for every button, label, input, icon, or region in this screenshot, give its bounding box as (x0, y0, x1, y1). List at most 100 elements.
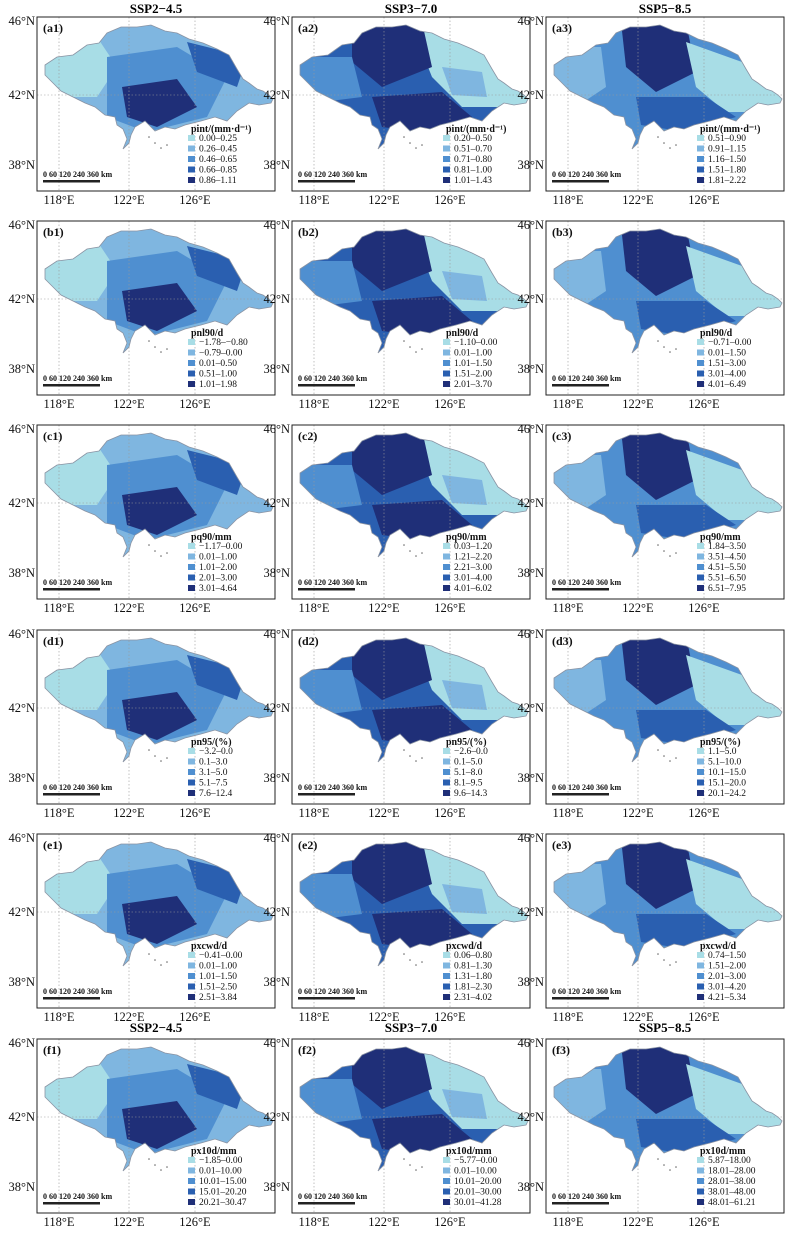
y-tick-label: 38°N (263, 1180, 290, 1194)
legend-entry: 0.26–0.45 (199, 145, 237, 155)
scale-bar-label: 0 60 120 240 360 km (298, 170, 367, 179)
x-tick-label: 122°E (622, 601, 654, 615)
legend-swatch (697, 166, 704, 173)
map-border (545, 424, 785, 600)
x-tick-label: 126°E (434, 397, 466, 411)
legend-entry: 0.51–0.90 (708, 134, 746, 144)
legend-entry: 15.1–20.0 (708, 779, 746, 789)
legend-entry: 0.00–0.25 (199, 134, 237, 144)
legend-entry: 1.51–3.00 (708, 359, 746, 369)
y-tick-label: 46°N (517, 1036, 544, 1050)
y-tick-label: 42°N (263, 701, 290, 715)
legend-swatch (443, 1157, 450, 1163)
legend-swatch (188, 952, 195, 958)
legend-entry: 15.01–20.20 (199, 1188, 247, 1198)
x-tick-label: 126°E (688, 1215, 720, 1229)
map-panel: (c2) pq90/mm0.03–1.201.21–2.202.21–3.003.… (263, 422, 531, 615)
island (403, 136, 405, 138)
island (154, 142, 156, 144)
map-border (36, 424, 276, 600)
province-outline (553, 841, 783, 967)
column-headers: SSP2−4.5 SSP3−7.0 SSP5−8.5 (130, 1, 692, 16)
y-tick-label: 42°N (263, 292, 290, 306)
legend-swatch (697, 543, 704, 549)
legend-entry: 3.01–4.00 (708, 370, 746, 380)
y-tick-label: 42°N (517, 701, 544, 715)
scale-bar-label: 0 60 120 240 360 km (552, 987, 621, 996)
y-tick-label: 42°N (263, 88, 290, 102)
panel-label: (a2) (298, 21, 318, 35)
region-fill-5 (122, 1101, 197, 1149)
island (160, 1169, 162, 1171)
legend-entry: 0.71–0.80 (454, 155, 492, 165)
island (409, 142, 411, 144)
island (166, 552, 168, 554)
legend-entry: 5.87–18.00 (708, 1156, 751, 1166)
scale-bar-label: 0 60 120 240 360 km (552, 1192, 621, 1201)
region-fill-5 (122, 79, 197, 127)
region-fill-5 (372, 500, 472, 540)
legend-swatch (443, 370, 450, 377)
island (675, 144, 677, 146)
panel-label: (e1) (43, 838, 62, 852)
province-outline (44, 1046, 274, 1172)
legend-entry: 1.01–1.50 (199, 972, 237, 982)
legend-entry: 20.21–30.47 (199, 1198, 247, 1208)
island (415, 555, 417, 557)
map-panel: (c3) pq90/mm1.84–3.503.51–4.504.51–5.505.… (517, 422, 785, 615)
region-fill-5 (621, 25, 696, 92)
island (148, 136, 150, 138)
legend-swatch (443, 1178, 450, 1184)
legend-swatch (697, 1199, 704, 1205)
region-fill-1 (686, 859, 782, 929)
legend-entry: 0.51–1.00 (199, 370, 237, 380)
x-tick-label: 122°E (368, 193, 400, 207)
panel-label: (d3) (552, 634, 573, 648)
legend-swatch (443, 1199, 450, 1205)
x-tick-label: 122°E (113, 1215, 145, 1229)
x-tick-label: 122°E (622, 397, 654, 411)
island (657, 953, 659, 955)
legend-title: px10d/mm (446, 1146, 492, 1157)
region-fill-5 (352, 842, 432, 904)
y-tick-label: 46°N (517, 218, 544, 232)
legend-swatch (188, 758, 195, 765)
region-fill-2 (442, 1089, 487, 1119)
region-fill-1 (686, 1064, 782, 1134)
island (675, 348, 677, 350)
legend-entry: 1.81–2.22 (708, 176, 746, 186)
legend-entry: 0.01–1.00 (454, 349, 492, 359)
legend-entry: 5.1–10.0 (708, 758, 742, 768)
y-tick-label: 42°N (517, 905, 544, 919)
y-tick-label: 42°N (517, 1110, 544, 1124)
island (403, 544, 405, 546)
scale-bar (298, 1202, 355, 1205)
region-fill-5 (352, 638, 432, 700)
legend-title: pxcwd/d (191, 941, 228, 952)
region-fill-5 (621, 638, 696, 705)
scale-bar (43, 997, 100, 1000)
y-tick-label: 46°N (263, 627, 290, 641)
x-tick-label: 118°E (44, 193, 75, 207)
legend-title: pint/(mm·d⁻¹) (700, 124, 761, 135)
legend-swatch (188, 585, 195, 591)
legend-swatch (697, 758, 704, 765)
y-tick-label: 46°N (8, 1036, 35, 1050)
legend-entry: 0.74–1.50 (708, 951, 746, 961)
map-panel: (a1) pint/(mm·d⁻¹)0.00–0.250.26–0.450.46–… (8, 14, 276, 207)
legend-swatch (188, 962, 195, 969)
map-border (545, 16, 785, 192)
y-tick-label: 42°N (8, 1110, 35, 1124)
legend-swatch (697, 177, 704, 183)
region-fill-5 (372, 296, 472, 336)
y-tick-label: 38°N (263, 158, 290, 172)
legend-entry: 0.51–0.70 (454, 145, 492, 155)
map-panel: (e1)pxcwd/d−0.41–0.000.01–1.001.01–1.501… (8, 831, 276, 1024)
legend-title: pnl90/d (446, 328, 479, 339)
legend-entry: 2.01–3.70 (454, 380, 492, 390)
legend-swatch (443, 973, 450, 979)
legend-entry: −1.17–0.00 (199, 542, 243, 552)
province-outline (44, 637, 274, 763)
legend-swatch (188, 166, 195, 173)
legend-entry: 4.01–6.02 (454, 584, 492, 594)
